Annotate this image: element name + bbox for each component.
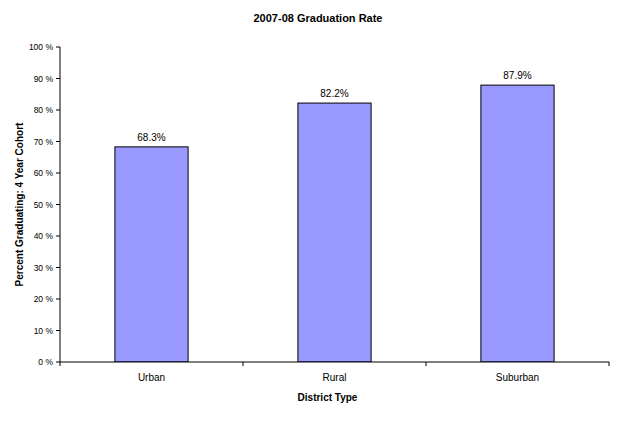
y-tick — [56, 110, 60, 111]
y-tick — [56, 141, 60, 142]
x-axis — [60, 362, 609, 363]
y-axis-label: Percent Graduating: 4 Year Cohort — [14, 122, 25, 286]
title: 2007-08 Graduation Rate — [254, 12, 383, 24]
y-tick-label: 20 % — [34, 294, 54, 304]
y-tick-label: 100 % — [29, 42, 54, 52]
y-tick — [56, 78, 60, 79]
bar — [481, 85, 554, 362]
x-tick-label: Urban — [138, 372, 165, 383]
x-tick — [426, 362, 427, 366]
chart: 2007-08 Graduation Rate 0 % 10 % 20 % 30 % 40… — [0, 0, 623, 427]
y-tick — [56, 362, 60, 363]
data-label: 87.9% — [503, 70, 531, 81]
y-axis — [60, 47, 61, 362]
data-label: 82.2% — [320, 88, 348, 99]
y-tick — [56, 267, 60, 268]
bar — [298, 103, 371, 362]
x-axis-label: District Type — [298, 392, 358, 403]
data-label: 68.3% — [137, 132, 165, 143]
bar — [115, 147, 188, 362]
y-tick — [56, 299, 60, 300]
y-tick-label: 70 % — [34, 137, 54, 147]
background — [0, 0, 623, 427]
x-tick — [243, 362, 244, 366]
y-tick — [56, 236, 60, 237]
x-tick-label: Suburban — [496, 372, 539, 383]
x-tick — [60, 362, 61, 366]
y-tick-label: 50 % — [34, 200, 54, 210]
y-tick-label: 40 % — [34, 231, 54, 241]
y-tick-label: 30 % — [34, 263, 54, 273]
y-tick — [56, 204, 60, 205]
bars — [115, 85, 554, 362]
x-tick — [609, 362, 610, 366]
x-tick-label: Rural — [323, 372, 347, 383]
y-tick-label: 0 % — [38, 357, 53, 367]
y-tick-label: 80 % — [34, 105, 54, 115]
y-tick-label: 10 % — [34, 326, 54, 336]
y-tick — [56, 47, 60, 48]
y-tick-label: 60 % — [34, 168, 54, 178]
y-tick-label: 90 % — [34, 74, 54, 84]
y-tick — [56, 173, 60, 174]
y-tick — [56, 330, 60, 331]
